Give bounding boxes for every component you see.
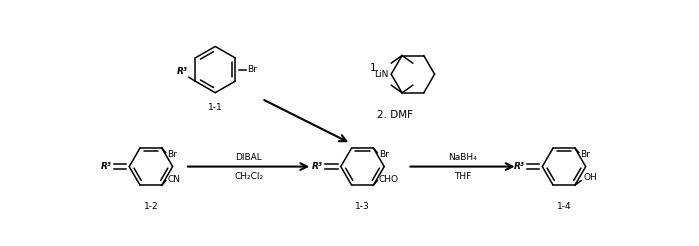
Text: Br: Br xyxy=(247,65,257,74)
Text: Br: Br xyxy=(379,150,389,159)
Text: 1.: 1. xyxy=(370,63,380,73)
Text: DIBAL: DIBAL xyxy=(235,153,262,162)
Text: LiN: LiN xyxy=(375,70,389,79)
Text: Br: Br xyxy=(580,150,590,159)
Text: R³: R³ xyxy=(514,162,524,171)
Text: 1-2: 1-2 xyxy=(143,202,158,211)
Text: R³: R³ xyxy=(176,67,187,76)
Text: 1-3: 1-3 xyxy=(355,202,370,211)
Text: THF: THF xyxy=(454,172,471,181)
Text: R³: R³ xyxy=(312,162,323,171)
Text: CHO: CHO xyxy=(379,175,398,184)
Text: CH₂Cl₂: CH₂Cl₂ xyxy=(234,172,263,181)
Text: Br: Br xyxy=(167,150,177,159)
Text: R³: R³ xyxy=(101,162,111,171)
Text: CN: CN xyxy=(167,175,180,184)
Text: OH: OH xyxy=(584,173,597,182)
Text: 2. DMF: 2. DMF xyxy=(377,110,413,120)
Text: 1-1: 1-1 xyxy=(208,103,222,112)
Text: NaBH₄: NaBH₄ xyxy=(448,153,477,162)
Text: 1-4: 1-4 xyxy=(556,202,571,211)
